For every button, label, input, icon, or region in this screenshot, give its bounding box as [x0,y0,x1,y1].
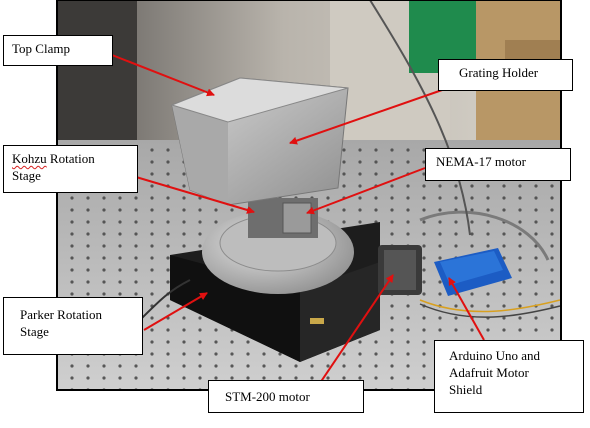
top-clamp-label: Top Clamp [3,35,113,66]
kohzu-rotation-stage-label: Kohzu Rotation Stage [3,145,138,193]
stm-200-motor-text: STM-200 motor [225,389,310,404]
grating-holder-label: Grating Holder [438,59,573,91]
arduino-motor-shield-label: Arduino Uno and Adafruit Motor Shield [434,340,584,413]
nema-17-motor-label: NEMA-17 motor [425,148,571,181]
parker-line-2: Stage [20,324,49,339]
parker-arrow [143,292,208,331]
kohzu-line-2: Stage [12,168,41,183]
grating-holder-arrow [289,88,446,145]
stm-200-motor-label: STM-200 motor [208,380,364,413]
kohzu-arrow [135,176,255,214]
nema-17-motor-text: NEMA-17 motor [436,154,526,169]
kohzu-line-1: Kohzu Rotation [12,150,129,167]
arduino-line-1: Arduino Uno and [449,348,540,363]
nema-arrow [306,167,426,215]
parker-rotation-stage-label: Parker Rotation Stage [3,297,143,355]
top-clamp-arrow [111,54,215,97]
top-clamp-text: Top Clamp [12,41,70,56]
parker-line-1: Parker Rotation [20,307,102,322]
arduino-arrow [448,277,485,341]
arduino-line-2: Adafruit Motor [449,365,529,380]
kohzu-rest: Rotation [46,151,95,166]
grating-holder-text: Grating Holder [459,65,539,80]
kohzu-word: Kohzu [12,151,47,166]
stm-arrow [317,274,394,387]
arduino-line-3: Shield [449,382,483,397]
